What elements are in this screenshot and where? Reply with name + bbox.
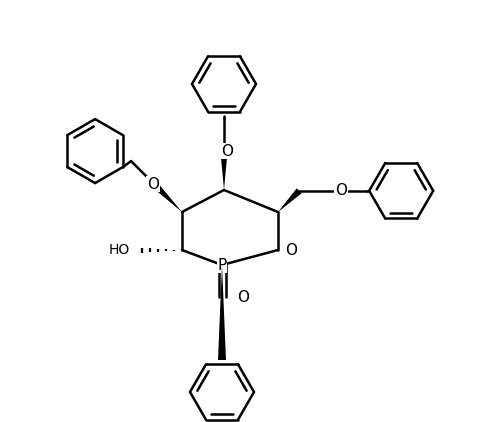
Polygon shape (218, 265, 226, 360)
Text: HO: HO (109, 243, 130, 257)
Polygon shape (220, 152, 227, 190)
Polygon shape (278, 188, 302, 212)
Polygon shape (153, 183, 182, 212)
Text: O: O (237, 289, 249, 305)
Text: O: O (221, 143, 233, 159)
Text: O: O (335, 183, 347, 198)
Text: P: P (217, 257, 227, 273)
Text: O: O (285, 243, 297, 257)
Text: O: O (147, 177, 159, 192)
